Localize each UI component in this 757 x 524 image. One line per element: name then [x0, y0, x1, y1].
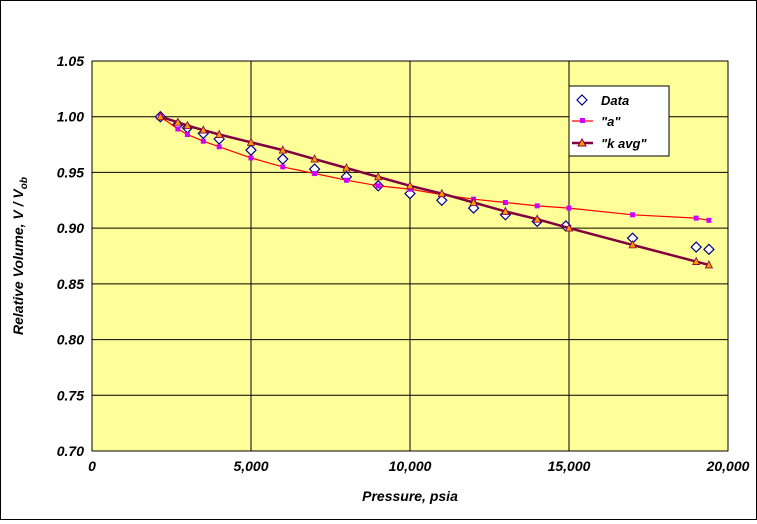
data-point-triangle: [564, 223, 574, 232]
x-tick-label: 10,000: [389, 458, 432, 474]
y-axis-label-main: Relative Volume, V / V: [10, 188, 26, 335]
y-tick-label: 0.80: [57, 332, 84, 348]
y-tick-label: 0.75: [57, 387, 84, 403]
data-point-diamond: [703, 243, 715, 256]
data-point-square: [200, 138, 206, 144]
data-point-square: [630, 212, 636, 218]
data-point-square: [248, 155, 254, 161]
data-point-triangle: [173, 117, 183, 126]
legend-marker-diamond: [576, 94, 588, 106]
y-tick-label: 1.05: [57, 53, 84, 69]
x-tick-label: 15,000: [548, 458, 591, 474]
data-point-triangle: [501, 206, 510, 215]
legend-label-a: "a": [601, 114, 621, 129]
data-point-diamond: [276, 153, 289, 165]
y-axis-label: Relative Volume, V / Vob: [10, 177, 30, 335]
data-point-triangle: [246, 137, 256, 146]
data-point-square: [534, 203, 540, 209]
data-point-triangle: [692, 256, 701, 265]
data-point-triangle: [156, 111, 165, 121]
data-point-triangle: [342, 163, 351, 172]
x-tick-label: 5,000: [233, 458, 268, 474]
y-tick-label: 0.85: [57, 276, 84, 292]
data-point-triangle: [469, 197, 478, 206]
legend-item-a: "a": [572, 114, 621, 129]
data-point-square: [184, 132, 190, 138]
data-point-square: [502, 200, 508, 206]
data-point-square: [343, 177, 349, 183]
data-point-triangle: [533, 214, 542, 223]
data-point-diamond: [435, 194, 448, 207]
data-point-triangle: [199, 125, 208, 134]
x-tick-label: 0: [88, 458, 96, 474]
data-point-square: [375, 183, 381, 189]
legend-label-k-avg: "k avg": [601, 136, 647, 151]
data-point-square: [706, 217, 712, 223]
legend-item-data: Data: [576, 93, 629, 108]
data-point-diamond: [690, 241, 703, 253]
data-point-triangle: [215, 129, 224, 138]
series-layer: [154, 110, 715, 269]
legend: Data "a" "k avg": [568, 85, 670, 157]
y-tick-label: 0.90: [57, 220, 84, 236]
y-axis-label-subscript: ob: [19, 177, 30, 189]
data-point-square: [175, 126, 181, 132]
legend-marker-triangle: [577, 137, 587, 147]
legend-marker-square: [580, 118, 585, 123]
y-tick-label: 0.70: [57, 443, 84, 459]
tick-labels: 0.70 0.75 0.80 0.85 0.90 0.95 1.00 1.05 0 5,000 10…: [57, 53, 750, 474]
data-point-triangle: [310, 154, 319, 163]
data-point-square: [312, 171, 318, 177]
x-tick-label: 20,000: [706, 458, 750, 474]
data-point-triangle: [437, 188, 446, 198]
data-point-square: [216, 144, 222, 150]
data-point-triangle: [278, 145, 287, 154]
legend-label-data: Data: [601, 93, 629, 108]
y-tick-label: 0.95: [57, 164, 84, 180]
data-point-triangle: [183, 120, 192, 130]
data-point-square: [280, 164, 286, 170]
data-point-triangle: [704, 260, 714, 269]
series-2: [156, 111, 714, 269]
data-point-triangle: [405, 180, 415, 190]
x-axis-label: Pressure, psia: [362, 488, 458, 504]
y-tick-label: 1.00: [57, 109, 84, 125]
data-point-triangle: [374, 171, 383, 181]
data-point-square: [566, 205, 572, 211]
data-point-diamond: [245, 144, 257, 156]
data-point-square: [693, 215, 699, 221]
legend-item-k-avg: "k avg": [572, 136, 647, 151]
data-point-triangle: [628, 239, 637, 249]
